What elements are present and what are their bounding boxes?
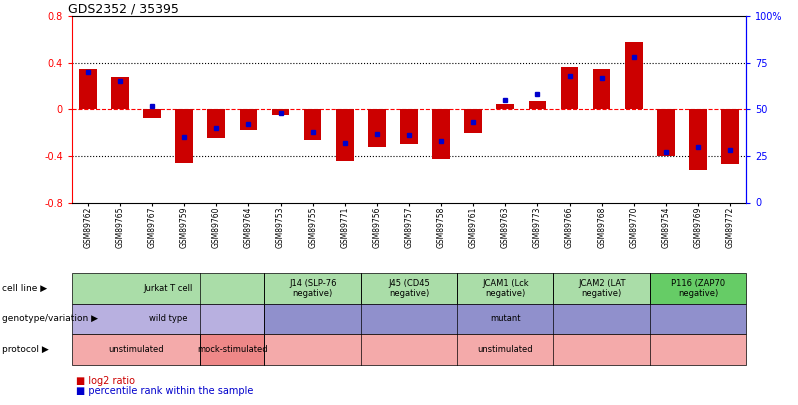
- Text: genotype/variation ▶: genotype/variation ▶: [2, 314, 97, 324]
- Bar: [657, 109, 674, 156]
- Bar: [144, 109, 161, 117]
- Bar: [207, 109, 225, 139]
- Text: GDS2352 / 35395: GDS2352 / 35395: [69, 2, 180, 15]
- Bar: [336, 109, 354, 161]
- Bar: [464, 109, 482, 133]
- Text: Jurkat T cell: Jurkat T cell: [144, 284, 193, 293]
- Text: cell line ▶: cell line ▶: [2, 284, 47, 293]
- Text: JCAM2 (LAT
negative): JCAM2 (LAT negative): [578, 279, 626, 298]
- Bar: [561, 67, 579, 109]
- Bar: [689, 109, 707, 170]
- Bar: [593, 68, 610, 109]
- Bar: [176, 109, 193, 163]
- Text: mutant: mutant: [490, 314, 520, 324]
- Text: J45 (CD45
negative): J45 (CD45 negative): [388, 279, 430, 298]
- Text: protocol ▶: protocol ▶: [2, 345, 49, 354]
- Text: P116 (ZAP70
negative): P116 (ZAP70 negative): [671, 279, 725, 298]
- Text: J14 (SLP-76
negative): J14 (SLP-76 negative): [289, 279, 337, 298]
- Bar: [496, 104, 514, 109]
- Text: ■ log2 ratio: ■ log2 ratio: [76, 376, 135, 386]
- Bar: [433, 109, 450, 160]
- Text: wild type: wild type: [149, 314, 188, 324]
- Bar: [111, 77, 128, 109]
- Text: unstimulated: unstimulated: [109, 345, 164, 354]
- Bar: [721, 109, 739, 164]
- Text: JCAM1 (Lck
negative): JCAM1 (Lck negative): [482, 279, 528, 298]
- Bar: [400, 109, 418, 144]
- Bar: [368, 109, 385, 147]
- Bar: [79, 68, 97, 109]
- Text: unstimulated: unstimulated: [477, 345, 533, 354]
- Bar: [625, 42, 642, 109]
- Bar: [528, 101, 547, 109]
- Bar: [239, 109, 257, 130]
- Text: ■ percentile rank within the sample: ■ percentile rank within the sample: [76, 386, 253, 396]
- Text: mock-stimulated: mock-stimulated: [197, 345, 267, 354]
- Bar: [304, 109, 322, 140]
- Bar: [271, 109, 290, 115]
